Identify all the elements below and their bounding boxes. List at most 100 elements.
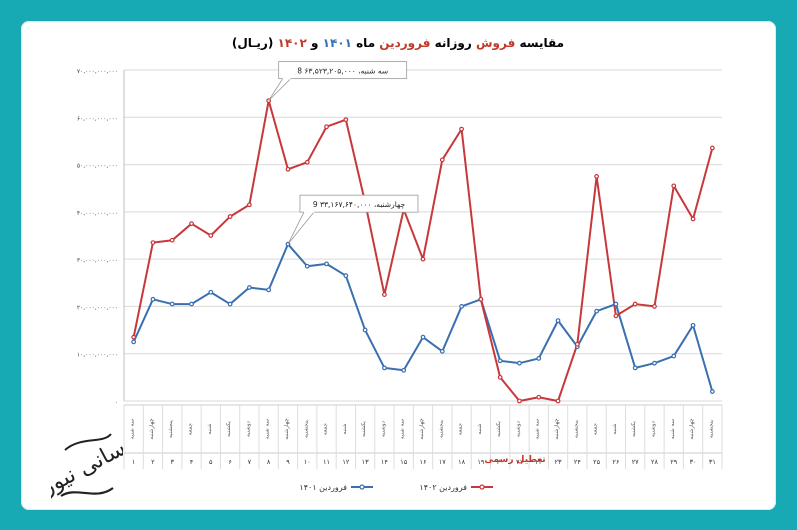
x-day-label: ۴ [190, 458, 194, 466]
y-tick-label: ۳۰,۰۰۰,۰۰۰,۰۰۰ [77, 257, 118, 264]
x-day-label: ۱۸ [458, 458, 465, 466]
x-weekday-label: سه شنبه [670, 419, 676, 440]
x-day-label: ۲۰ [497, 458, 504, 466]
data-point [517, 360, 522, 366]
x-weekday-label: چهارشنبه [149, 418, 155, 439]
x-weekday-label: سه شنبه [130, 419, 136, 440]
data-point [401, 367, 407, 373]
x-weekday-label: جمعه [458, 423, 464, 435]
data-point [594, 308, 600, 314]
data-point [594, 173, 600, 179]
data-point [169, 237, 175, 243]
y-tick-label: ۴۰,۰۰۰,۰۰۰,۰۰۰ [77, 210, 118, 217]
x-axis: سه شنبه ۱ چهارشنبه ۲ پنجشنبه ۳ جمعه ۴ شنبه ۵ یکشنب… [123, 404, 723, 469]
x-weekday-label: پنجشنبه [708, 420, 714, 438]
x-weekday-label: یکشنبه [495, 421, 502, 437]
legend-item: فروردین ۱۴۰۱ [299, 483, 373, 492]
x-weekday-label: پنجشنبه [573, 420, 579, 438]
title-part: روزانه [430, 36, 476, 51]
x-weekday-label: چهارشنبه [284, 418, 290, 439]
x-day-label: ۸ [267, 458, 271, 466]
data-point [227, 301, 233, 307]
data-point [439, 348, 445, 354]
data-point [208, 233, 214, 238]
data-point [189, 221, 194, 227]
x-weekday-label: پنجشنبه [168, 420, 174, 438]
x-day-label: ۲۱ [516, 458, 523, 466]
x-day-label: ۱۳ [362, 458, 369, 466]
data-point [671, 183, 677, 189]
x-day-label: ۵ [209, 458, 213, 466]
data-point [439, 157, 445, 163]
data-point [304, 159, 310, 165]
x-weekday-label: دوشنبه [380, 420, 386, 437]
x-weekday-label: یکشنبه [225, 421, 232, 437]
legend-marker [479, 484, 485, 490]
y-tick-label: ۶۰,۰۰۰,۰۰۰,۰۰۰ [77, 115, 118, 122]
data-point [382, 365, 387, 371]
x-day-label: ۳۱ [709, 458, 716, 466]
data-point [613, 301, 619, 307]
data-point [574, 341, 580, 347]
annotations: 8 سه شنبه، ۶۳,۵۲۳,۲۰۵,۰۰۰ 9 چهارشنبه، ۳۳,… [268, 61, 419, 245]
x-day-label: ۲۹ [670, 458, 677, 466]
data-point [459, 304, 464, 309]
x-weekday-label: جمعه [593, 423, 599, 435]
x-day-label: ۹ [286, 458, 290, 466]
x-weekday-label: سه شنبه [400, 419, 406, 440]
data-point [382, 292, 387, 298]
y-axis: ۰ ۱۰,۰۰۰,۰۰۰,۰۰۰ ۲۰,۰۰۰,۰۰۰,۰۰۰ ۳۰,۰۰۰,۰۰۰,… [77, 68, 118, 406]
y-tick-label: ۱۰,۰۰۰,۰۰۰,۰۰۰ [77, 352, 118, 359]
data-point [536, 356, 542, 361]
x-weekday-label: پنجشنبه [438, 420, 444, 438]
title-part: فروش [476, 36, 515, 51]
holiday-label: تعطیل رسمی [484, 455, 545, 465]
data-point [131, 334, 137, 340]
data-point [555, 318, 561, 324]
data-point [285, 166, 291, 172]
x-weekday-label: چهارشنبه [689, 418, 695, 439]
sales-line-chart: مقایسه فروش روزانه فروردین ماه ۱۴۰۱ و ۱۴… [77, 36, 723, 492]
x-weekday-label: دوشنبه [245, 420, 251, 437]
x-day-label: ۲۴ [574, 458, 581, 466]
x-weekday-label: سه شنبه [265, 419, 271, 440]
x-day-label: ۱۵ [400, 458, 407, 466]
x-day-label: ۲۸ [651, 458, 658, 466]
title-part: ۱۴۰۲ [278, 36, 308, 50]
data-point [536, 394, 542, 400]
data-point [324, 124, 329, 130]
x-weekday-label: جمعه [188, 423, 194, 435]
data-point [690, 216, 696, 222]
legend-label: فروردین ۱۴۰۲ [419, 483, 467, 492]
x-weekday-label: دوشنبه [515, 420, 521, 437]
data-point [497, 358, 503, 364]
callout-box [299, 194, 419, 213]
chart-title: مقایسه فروش روزانه فروردین ماه ۱۴۰۱ و ۱۴… [232, 36, 564, 51]
data-point [227, 214, 233, 219]
data-point [208, 289, 214, 295]
data-point [246, 202, 252, 208]
title-part: مقایسه [515, 36, 564, 50]
data-point [304, 263, 310, 269]
data-point [266, 287, 272, 293]
title-part: و [307, 36, 323, 51]
data-point [150, 240, 156, 245]
x-day-label: ۱ [132, 458, 136, 466]
legend-label: فروردین ۱۴۰۱ [299, 483, 347, 492]
x-weekday-label: یکشنبه [630, 421, 637, 437]
x-day-label: ۱۰ [304, 458, 311, 466]
data-point [517, 398, 522, 404]
data-point [131, 339, 137, 345]
annotation-label: 9 چهارشنبه، ۳۳,۱۶۷,۶۴۰,۰۰۰ [313, 200, 406, 209]
data-point [671, 353, 677, 359]
title-part: (ریـال) [232, 36, 278, 50]
x-day-label: ۱۴ [381, 458, 388, 466]
x-day-label: ۱۶ [420, 458, 427, 466]
data-point [652, 360, 657, 366]
logo-text: سانی نیوز [51, 436, 123, 501]
x-weekday-label: جمعه [323, 423, 329, 435]
data-point [632, 301, 638, 307]
x-day-label: ۲۵ [593, 458, 600, 466]
x-weekday-label: شنبه [207, 423, 213, 434]
series-lines [132, 99, 714, 402]
